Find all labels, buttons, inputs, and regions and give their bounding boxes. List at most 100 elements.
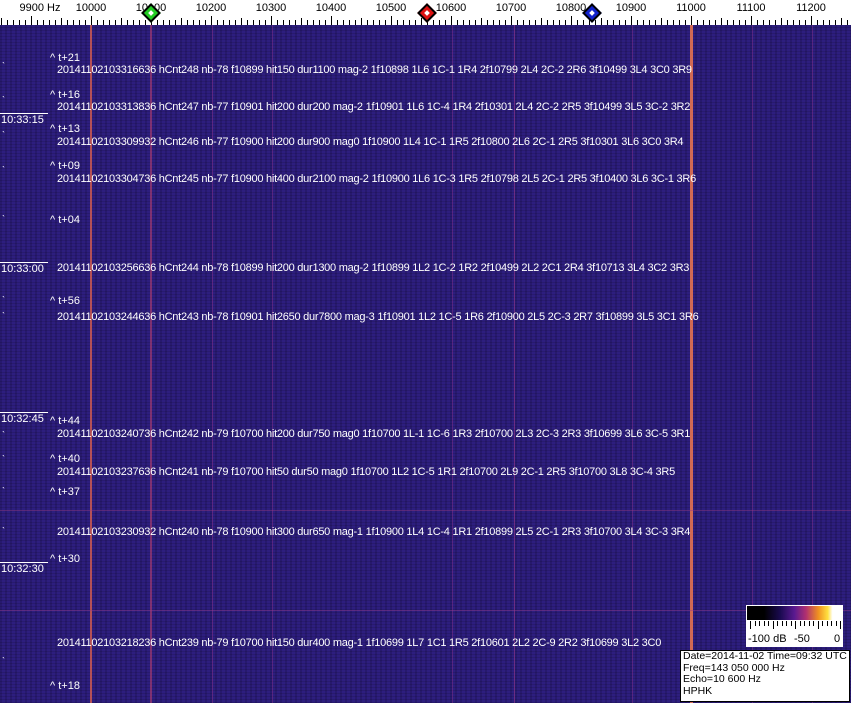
- axis-tick: [433, 20, 434, 25]
- axis-tick: [181, 18, 182, 25]
- scale-tick: [795, 621, 796, 629]
- axis-tick: [217, 20, 218, 25]
- axis-tick: [553, 20, 554, 25]
- axis-tick: [739, 20, 740, 25]
- scale-tick: [817, 621, 819, 629]
- info-box: Date=2014-11-02 Time=09:32 UTC Freq=143 …: [680, 650, 850, 702]
- axis-tick: [667, 20, 668, 25]
- axis-tick: [361, 18, 362, 25]
- axis-tick: [607, 20, 608, 25]
- axis-tick: [481, 18, 482, 25]
- echo-frequency: Echo=10 600 Hz: [683, 673, 761, 685]
- axis-tick: [313, 20, 314, 25]
- event-mark: `: [2, 430, 5, 440]
- scale-label: -100 dB: [748, 633, 787, 645]
- scale-tick: [799, 621, 801, 626]
- interference-line: [0, 610, 851, 611]
- detection-line: 20141102103309932 hCnt246 nb-77 f10900 h…: [57, 136, 684, 148]
- detection-line: 20141102103240736 hCnt242 nb-79 f10700 h…: [57, 428, 691, 440]
- axis-tick: [487, 20, 488, 25]
- axis-tick: [541, 18, 542, 25]
- axis-tick: [79, 20, 80, 25]
- axis-tick: [835, 20, 836, 25]
- scale-tick: [835, 621, 837, 626]
- offset-label: ^ t+16: [50, 89, 80, 101]
- axis-tick: [727, 20, 728, 25]
- axis-tick: [175, 20, 176, 25]
- axis-tick: [829, 20, 830, 25]
- offset-label: ^ t+21: [50, 52, 80, 64]
- freq-label: 11200: [796, 2, 826, 14]
- axis-tick: [625, 20, 626, 25]
- scale-tick: [754, 621, 756, 626]
- freq-label: 11000: [676, 2, 706, 14]
- signal-line: [90, 25, 92, 703]
- event-mark: `: [2, 214, 5, 224]
- signal-line: [752, 25, 753, 703]
- offset-label: ^ t+18: [50, 680, 80, 692]
- detection-line: 20141102103316636 hCnt248 nb-78 f10899 h…: [57, 64, 692, 76]
- axis-tick: [325, 20, 326, 25]
- axis-tick: [559, 20, 560, 25]
- axis-tick: [811, 16, 812, 25]
- axis-tick: [25, 20, 26, 25]
- signal-line: [632, 25, 633, 703]
- scale-label: -50: [794, 633, 810, 645]
- axis-tick: [193, 20, 194, 25]
- event-mark: `: [2, 295, 5, 305]
- axis-tick: [295, 20, 296, 25]
- axis-tick: [613, 20, 614, 25]
- offset-label: ^ t+44: [50, 415, 80, 427]
- axis-tick: [475, 20, 476, 25]
- axis-tick: [451, 16, 452, 25]
- time-divider: [0, 262, 48, 263]
- axis-tick: [97, 20, 98, 25]
- axis-tick: [385, 20, 386, 25]
- axis-tick: [391, 16, 392, 25]
- time-label: 10:32:30: [1, 563, 44, 575]
- axis-tick: [271, 16, 272, 25]
- axis-tick: [91, 16, 92, 25]
- axis-tick: [547, 20, 548, 25]
- scale-tick: [804, 621, 805, 626]
- axis-tick: [415, 20, 416, 25]
- axis-tick: [619, 20, 620, 25]
- axis-tick: [409, 20, 410, 25]
- signal-line: [212, 25, 213, 703]
- axis-tick: [535, 20, 536, 25]
- scale-tick: [790, 621, 792, 626]
- axis-tick: [265, 20, 266, 25]
- freq-label: 10800: [555, 2, 587, 14]
- axis-tick: [403, 20, 404, 25]
- axis-tick: [283, 20, 284, 25]
- signal-line: [452, 25, 453, 703]
- scale-tick: [831, 621, 832, 626]
- axis-tick: [127, 20, 128, 25]
- axis-tick: [115, 20, 116, 25]
- axis-tick: [157, 20, 158, 25]
- scale-tick: [840, 621, 841, 629]
- axis-tick: [211, 16, 212, 25]
- axis-tick: [673, 20, 674, 25]
- offset-label: ^ t+13: [50, 123, 80, 135]
- axis-tick: [85, 20, 86, 25]
- axis-tick: [343, 20, 344, 25]
- axis-tick: [31, 16, 32, 25]
- axis-tick: [301, 18, 302, 25]
- axis-tick: [469, 20, 470, 25]
- axis-tick: [601, 18, 602, 25]
- scale-label: 0: [834, 633, 841, 645]
- detection-line: 20141102103256636 hCnt244 nb-78 f10899 h…: [57, 262, 690, 274]
- axis-tick: [223, 20, 224, 25]
- scale-tick: [763, 621, 765, 626]
- signal-line: [272, 25, 273, 703]
- freq-label: 11100: [736, 2, 766, 14]
- axis-tick: [649, 20, 650, 25]
- axis-tick: [823, 20, 824, 25]
- date-time: Date=2014-11-02 Time=09:32 UTC: [683, 650, 847, 662]
- axis-tick: [697, 20, 698, 25]
- axis-tick: [685, 20, 686, 25]
- axis-tick: [337, 20, 338, 25]
- axis-tick: [703, 20, 704, 25]
- axis-tick: [247, 20, 248, 25]
